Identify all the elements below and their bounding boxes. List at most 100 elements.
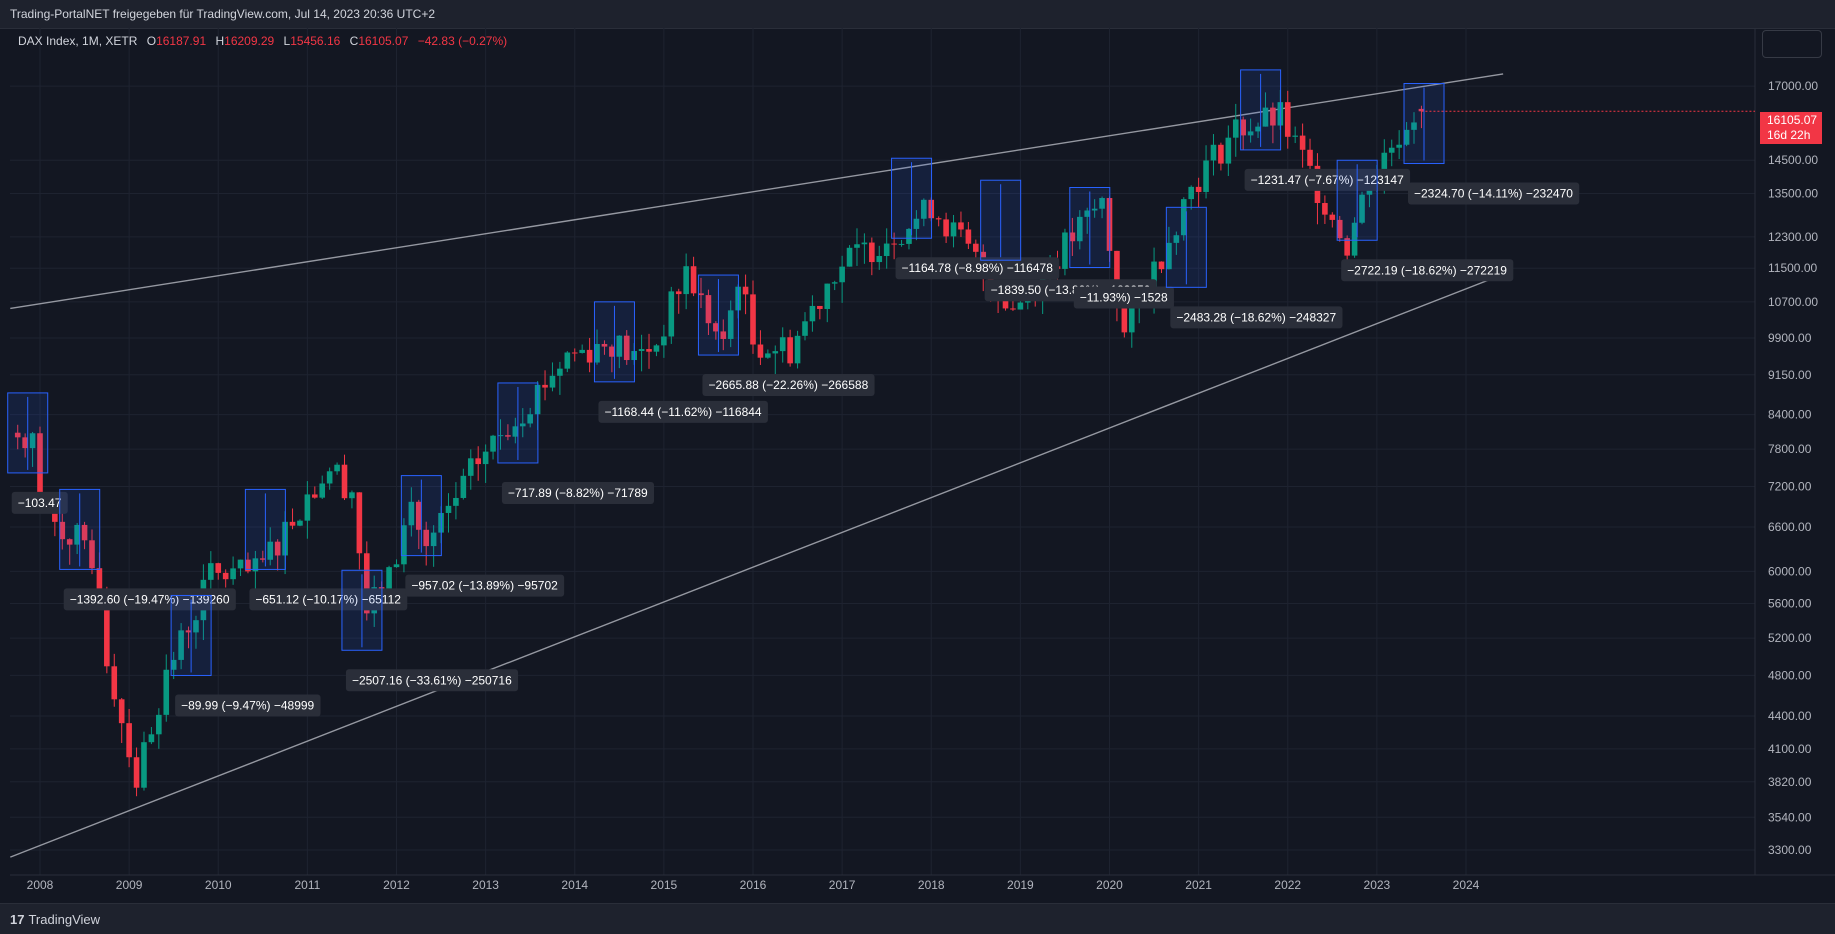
candle-body — [869, 242, 875, 263]
candle-body — [579, 349, 585, 353]
time-axis-tick: 2022 — [1274, 878, 1301, 892]
candle-body — [363, 553, 370, 614]
candle-body — [1396, 144, 1402, 148]
candle-body — [1366, 190, 1373, 195]
price-axis-tick: 11500.00 — [1768, 261, 1817, 275]
drawdown-label-bg — [1408, 182, 1580, 205]
candle-body — [831, 282, 838, 284]
candle-body — [586, 349, 593, 363]
candle-body — [512, 426, 519, 437]
candle-body — [683, 266, 689, 295]
candle-body — [148, 734, 155, 743]
candle-body — [594, 343, 600, 363]
candle-body — [393, 564, 400, 568]
drawdown-label: −103.47 — [18, 496, 62, 510]
drawdown-label: −1231.47 (−7.67%) −123147 — [1251, 173, 1404, 187]
candle-body — [1076, 216, 1083, 242]
candle-body — [965, 229, 972, 244]
candle-body — [690, 266, 697, 294]
candle-body — [430, 532, 437, 547]
candle-body — [705, 295, 712, 324]
toolbar-box[interactable] — [1762, 30, 1822, 58]
candle-body — [193, 620, 199, 633]
drawdown-label-bg — [1170, 306, 1343, 329]
price-axis-tick: 14500.00 — [1768, 153, 1818, 167]
candle-body — [156, 714, 162, 735]
candle-body — [52, 506, 58, 522]
tradingview-logo[interactable]: 17 TradingView — [10, 912, 100, 927]
candles — [14, 89, 1425, 797]
candle-body — [326, 471, 333, 484]
candle-body — [519, 423, 526, 427]
candle-body — [118, 699, 125, 724]
candle-body — [1292, 135, 1298, 137]
candle-body — [623, 335, 630, 361]
candle-body — [913, 218, 920, 229]
price-axis-tick: 4800.00 — [1768, 668, 1812, 682]
candle-body — [557, 368, 563, 376]
price-axis-tick: 9150.00 — [1768, 368, 1812, 382]
price-axis-tick: 8400.00 — [1768, 408, 1812, 422]
drawdown-label: −957.02 (−13.89%) −95702 — [411, 579, 558, 593]
price-axis-tick: 4100.00 — [1768, 742, 1812, 756]
candle-body — [289, 521, 296, 526]
candle-body — [170, 659, 177, 670]
candle-body — [1299, 135, 1306, 150]
candle-body — [943, 219, 949, 237]
candle-body — [1388, 147, 1395, 153]
drawdown-label-bg — [1073, 286, 1174, 309]
time-axis-tick: 2020 — [1096, 878, 1123, 892]
candle-body — [779, 337, 786, 352]
candle-body — [334, 464, 340, 472]
candle-body — [453, 497, 459, 506]
candle-body — [445, 505, 452, 513]
open-value: 16187.91 — [156, 34, 207, 48]
candle-body — [74, 524, 80, 545]
candle-body — [208, 563, 214, 580]
candle-body — [37, 433, 43, 507]
candle-body — [1418, 108, 1425, 112]
candle-body — [727, 310, 734, 339]
symbol-name[interactable]: DAX Index, 1M, XETR — [18, 34, 138, 48]
candle-body — [609, 346, 615, 357]
candle-body — [1180, 199, 1187, 236]
price-axis-tick: 6000.00 — [1768, 564, 1812, 578]
candle-body — [497, 435, 504, 437]
candle-body — [646, 349, 652, 352]
candle-body — [898, 243, 905, 245]
candle-body — [661, 336, 667, 346]
price-axis-tick: 12300.00 — [1768, 230, 1818, 244]
candle-body — [267, 541, 274, 560]
candle-body — [653, 345, 660, 352]
candle-body — [1091, 208, 1098, 211]
candle-body — [467, 458, 474, 476]
drawdown-label-bg — [345, 669, 519, 692]
drawdown-label: −89.99 (−9.47%) −48999 — [181, 698, 314, 712]
candle-body — [1084, 210, 1091, 217]
time-axis-tick: 2019 — [1007, 878, 1034, 892]
price-axis-tick: 7200.00 — [1768, 479, 1812, 493]
time-axis-tick: 2011 — [294, 878, 320, 892]
drawdown-label: −1168.44 (−11.62%) −116844 — [604, 405, 761, 419]
candle-body — [1336, 219, 1343, 239]
candle-body — [126, 723, 132, 758]
drawdown-label-bg — [11, 491, 68, 514]
time-axis-tick: 2014 — [561, 878, 588, 892]
drawdown-label-bg — [501, 481, 655, 504]
candle-body — [66, 539, 73, 545]
candle-body — [482, 451, 489, 465]
candle-body — [1232, 119, 1239, 138]
candle-body — [1188, 186, 1194, 200]
price-axis-tick: 3540.00 — [1768, 810, 1812, 824]
price-axis-tick: 17000.00 — [1768, 79, 1818, 93]
drawdown-label: −2324.70 (−14.11%) −232470 — [1414, 187, 1573, 201]
candle-body — [1262, 107, 1269, 127]
candle-body — [356, 492, 363, 554]
candle-body — [876, 256, 883, 263]
candle-body — [341, 464, 348, 499]
candle-body — [274, 541, 281, 556]
candle-body — [423, 529, 430, 547]
candle-body — [958, 222, 964, 230]
candle-body — [1010, 308, 1016, 310]
